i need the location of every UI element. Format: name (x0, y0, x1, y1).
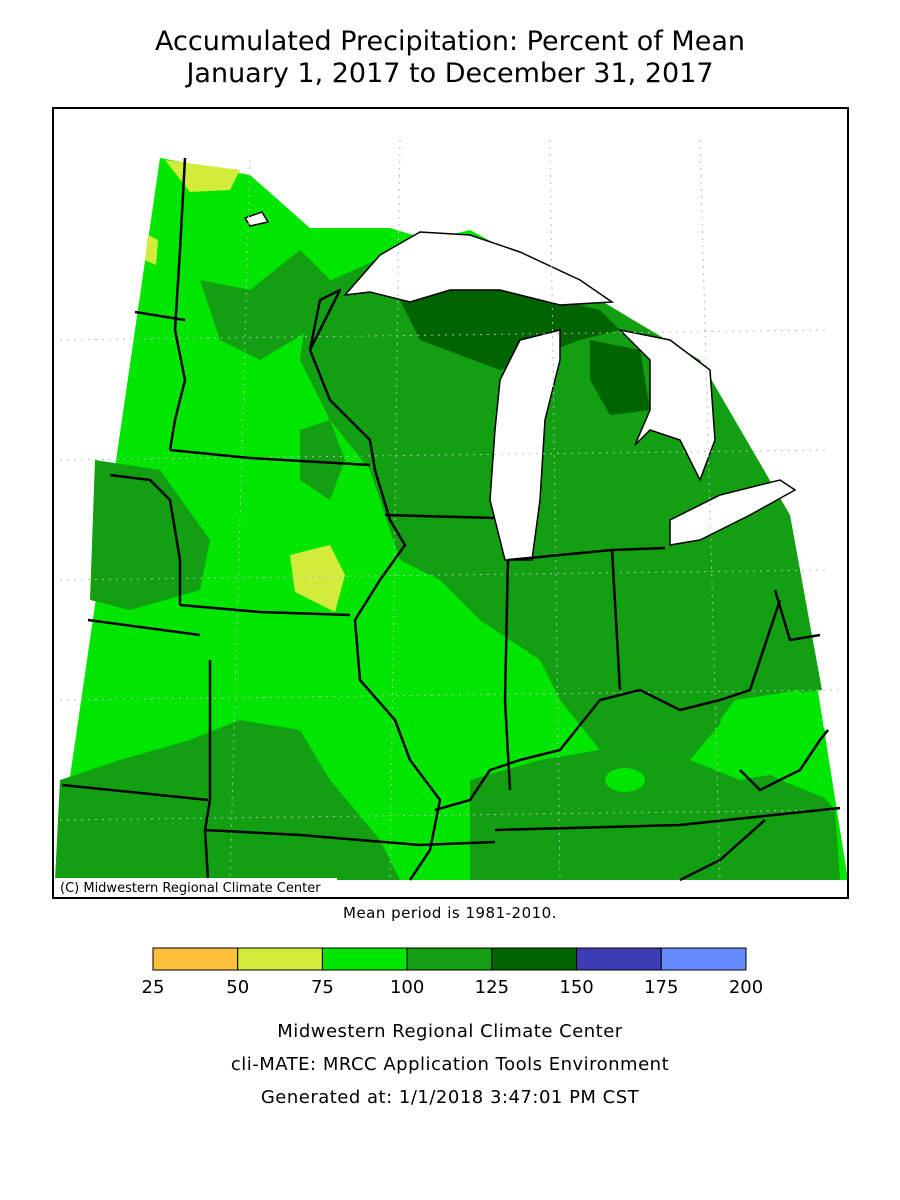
legend-tick-label: 200 (729, 977, 763, 998)
legend-swatch (237, 947, 323, 971)
legend-tick-label: 25 (142, 977, 165, 998)
legend-swatch (406, 947, 493, 971)
lakes (243, 211, 797, 561)
borders (61, 157, 841, 882)
subtitle: January 1, 2017 to December 31, 2017 (184, 58, 713, 89)
footer-line: Generated at: 1/1/2018 3:47:01 PM CST (261, 1087, 640, 1108)
legend-tick-label: 100 (390, 977, 424, 998)
map: (C) Midwestern Regional Climate Center (52, 107, 849, 899)
legend-swatch (321, 947, 408, 971)
footer-line: cli-MATE: MRCC Application Tools Environ… (231, 1054, 669, 1075)
title: Accumulated Precipitation: Percent of Me… (155, 26, 745, 57)
legend-swatch (152, 947, 239, 971)
legend-swatch (491, 947, 578, 971)
legend-tick-label: 150 (559, 977, 593, 998)
legend: 25 50 75 100 125 150 175 200 (142, 947, 763, 998)
legend-swatch (660, 947, 747, 971)
legend-tick-label: 125 (475, 977, 509, 998)
credit: (C) Midwestern Regional Climate Center (60, 881, 321, 896)
mean-period-note: Mean period is 1981-2010. (343, 904, 557, 922)
graticule (59, 139, 846, 881)
legend-tick-label: 75 (311, 977, 334, 998)
legend-tick-label: 175 (644, 977, 678, 998)
footer-line: Midwestern Regional Climate Center (277, 1021, 623, 1042)
map-frame (52, 107, 849, 899)
zone-normal (605, 690, 830, 800)
legend-tick-label: 50 (226, 977, 249, 998)
credit-box (55, 878, 337, 896)
legend-swatch (576, 947, 662, 971)
